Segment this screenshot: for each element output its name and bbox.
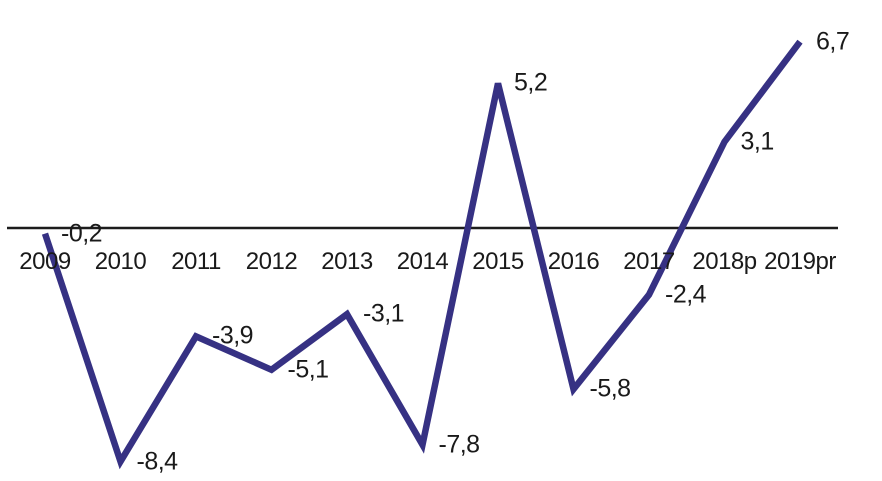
data-point-label: -3,9: [212, 321, 254, 350]
year-tick-label: 2019pr: [764, 248, 836, 275]
year-tick-label: 2018p: [692, 248, 757, 275]
data-point-label: -3,1: [363, 299, 405, 328]
data-point-label: -5,8: [589, 374, 632, 403]
year-tick-label: 2009: [19, 248, 71, 275]
year-tick-label: 2016: [547, 248, 600, 275]
data-point-label: -8,4: [136, 447, 179, 476]
year-tick-label: 2011: [171, 248, 221, 275]
data-point-label: 5,2: [514, 68, 548, 97]
data-point-label: -2,4: [665, 280, 707, 309]
data-point-label: 6,7: [816, 27, 850, 56]
data-point-label: -0,2: [61, 219, 103, 248]
year-tick-label: 2014: [396, 248, 449, 275]
data-point-label: -7,8: [438, 430, 481, 459]
data-point-label: -5,1: [287, 355, 330, 384]
trend-line: [41, 39, 803, 470]
data-point-label: 3,1: [740, 127, 775, 156]
year-tick-label: 2017: [623, 248, 675, 275]
year-tick-label: 2012: [245, 248, 298, 275]
year-tick-label: 2015: [472, 248, 524, 275]
year-tick-label: 2013: [321, 248, 373, 275]
year-tick-label: 2010: [94, 248, 147, 275]
